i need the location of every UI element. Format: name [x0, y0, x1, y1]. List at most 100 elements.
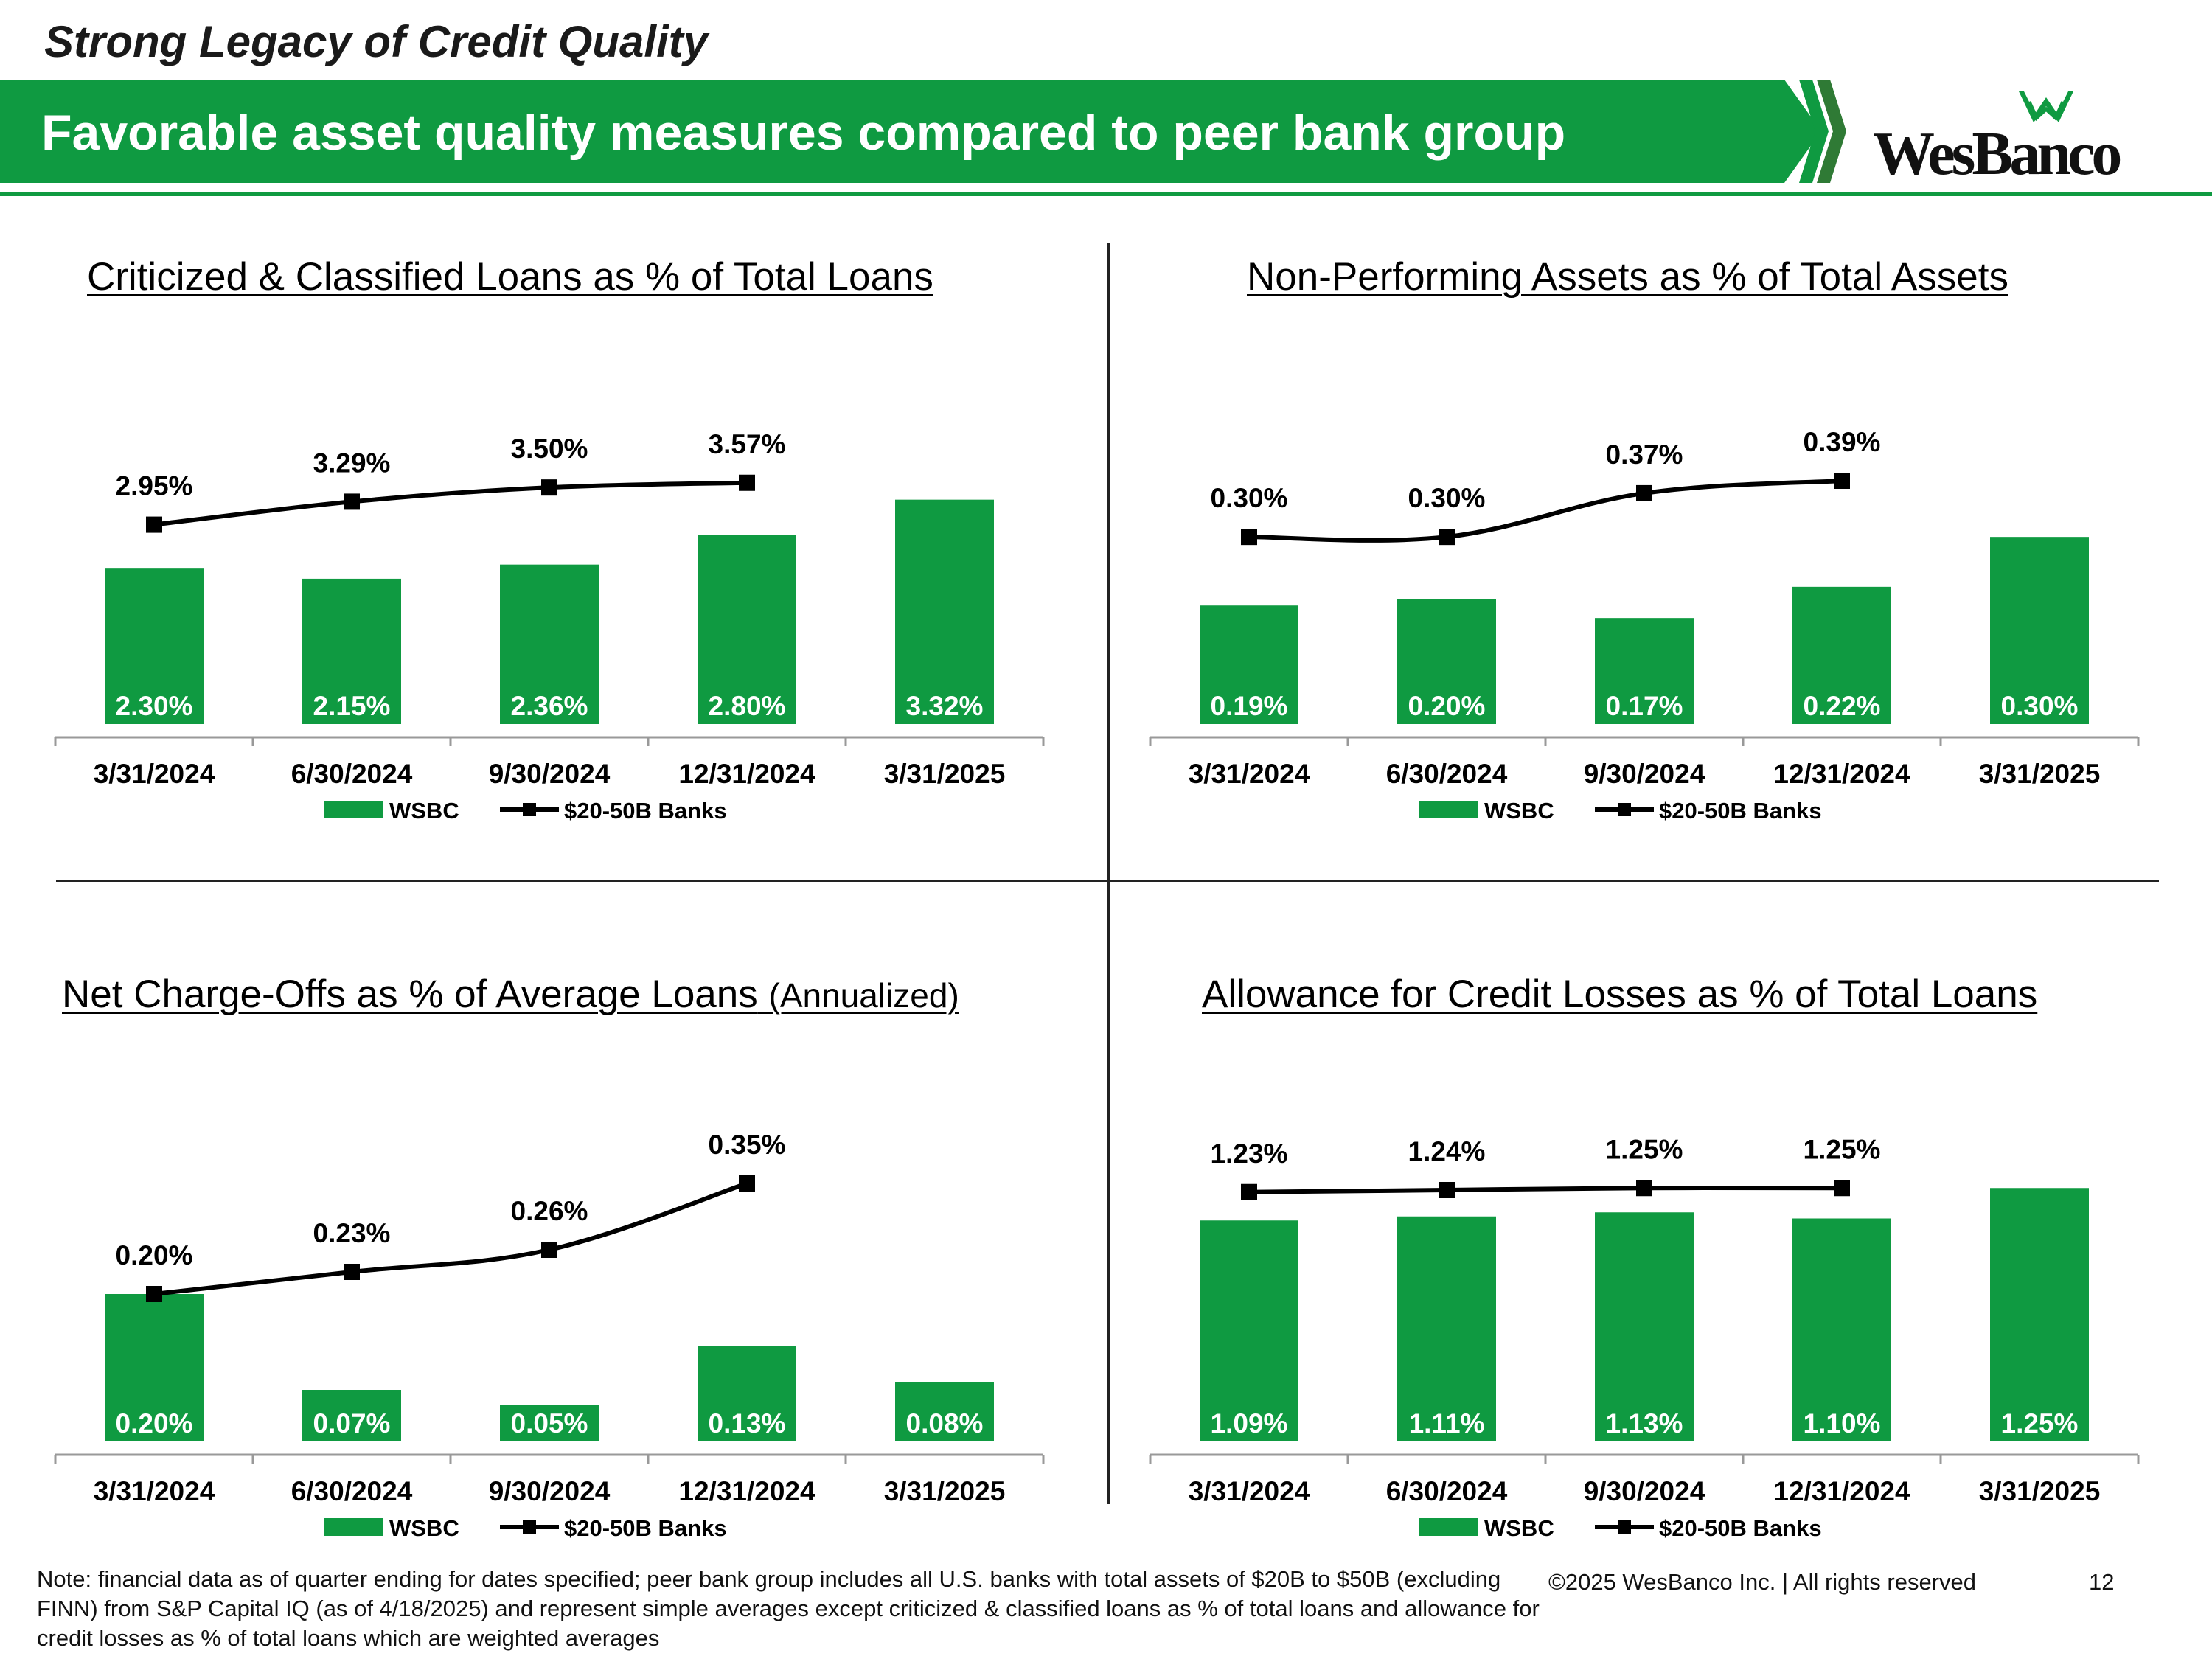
bar-data-label: 0.19%: [1211, 691, 1288, 721]
bar-data-label: 0.08%: [906, 1408, 984, 1439]
line-data-label: 1.24%: [1408, 1136, 1486, 1166]
x-tick-label: 6/30/2024: [1386, 1476, 1508, 1506]
x-tick-label: 12/31/2024: [1773, 1476, 1910, 1506]
line-data-label: 1.25%: [1804, 1134, 1881, 1164]
bar-data-label: 1.13%: [1606, 1408, 1683, 1439]
bar-data-label: 2.36%: [511, 691, 588, 721]
line-marker: [1241, 529, 1257, 546]
legend-label-wsbc: WSBC: [1484, 1515, 1554, 1541]
wesbanco-logo: WesBanco: [1873, 87, 2138, 188]
chart-criticized-svg: 2.30% 2.15% 2.36% 2.80% 3.32% 3/31/2024 6/30/2…: [54, 429, 1045, 824]
bar-wsbc: [895, 1382, 994, 1441]
line-peer-banks: [1248, 1186, 1843, 1194]
bar-data-label: 1.10%: [1804, 1408, 1881, 1439]
chart-title: Non-Performing Assets as % of Total Asse…: [1247, 255, 2008, 299]
slide-subtitle: Strong Legacy of Credit Quality: [44, 17, 709, 66]
chart-title: Allowance for Credit Losses as % of Tota…: [1202, 973, 2038, 1016]
line-marker: [541, 1242, 557, 1258]
legend-marker-peer: [523, 1520, 536, 1534]
line-marker: [1241, 1183, 1257, 1200]
line-marker: [1636, 1180, 1652, 1197]
legend-label-wsbc: WSBC: [389, 1515, 459, 1541]
bar-data-label: 0.17%: [1606, 691, 1683, 721]
line-marker: [541, 479, 557, 496]
bar-wsbc: [698, 1346, 796, 1441]
x-tick-label: 9/30/2024: [489, 759, 611, 789]
bar-data-label: 0.05%: [511, 1408, 588, 1439]
bar-wsbc: [698, 535, 796, 724]
legend-swatch-wsbc: [1419, 801, 1478, 818]
bar-wsbc: [1990, 537, 2089, 724]
chart-nco-svg: 0.20% 0.07% 0.05% 0.13% 0.08% 3/31/2024 6/30/2…: [54, 1130, 1045, 1541]
line-data-label: 0.30%: [1211, 483, 1288, 513]
bar-data-label: 1.11%: [1409, 1408, 1485, 1439]
legend-swatch-wsbc: [1419, 1518, 1478, 1536]
bar-data-label: 0.20%: [116, 1408, 193, 1439]
x-tick-label: 3/31/2024: [94, 759, 215, 789]
legend-label-wsbc: WSBC: [1484, 798, 1554, 824]
x-tick-label: 3/31/2025: [1979, 759, 2101, 789]
line-data-label: 1.25%: [1606, 1134, 1683, 1164]
title-banner: [0, 80, 1821, 183]
line-marker: [1636, 484, 1652, 501]
bar-wsbc: [105, 568, 204, 724]
bar-wsbc: [1595, 1212, 1694, 1441]
chart-panel-criticized: Criticized & Classified Loans as % of To…: [22, 254, 1113, 844]
legend-marker-peer: [523, 803, 536, 816]
line-data-label: 3.57%: [709, 429, 786, 459]
line-data-label: 3.50%: [511, 434, 588, 464]
x-tick-label: 12/31/2024: [1773, 759, 1910, 789]
bar-wsbc: [105, 1294, 204, 1441]
line-marker: [344, 1264, 360, 1280]
x-tick-label: 12/31/2024: [678, 1476, 815, 1506]
bar-wsbc: [500, 1405, 599, 1441]
legend-label-wsbc: WSBC: [389, 798, 459, 824]
logo-wordmark: WesBanco: [1873, 119, 2122, 188]
line-data-label: 0.23%: [313, 1218, 391, 1248]
x-tick-label: 12/31/2024: [678, 759, 815, 789]
bar-data-label: 0.13%: [709, 1408, 786, 1439]
header-rule: [0, 192, 2212, 196]
bar-wsbc: [1397, 1216, 1496, 1441]
bar-wsbc: [1595, 618, 1694, 724]
bar-wsbc: [302, 1390, 401, 1441]
footnote: Note: financial data as of quarter endin…: [37, 1566, 1540, 1651]
line-marker: [739, 1175, 755, 1192]
x-tick-label: 3/31/2025: [884, 759, 1006, 789]
bar-wsbc: [1792, 586, 1891, 724]
x-tick-label: 9/30/2024: [1584, 759, 1705, 789]
slide-title: Favorable asset quality measures compare…: [41, 105, 1566, 161]
chart-title-main: Net Charge-Offs as % of Average Loans: [62, 973, 758, 1016]
line-marker: [1439, 529, 1455, 546]
bar-wsbc: [302, 578, 401, 724]
legend-label-peer: $20-50B Banks: [564, 798, 727, 824]
x-tick-label: 3/31/2025: [1979, 1476, 2101, 1506]
page-number: 12: [2089, 1569, 2115, 1595]
legend-swatch-wsbc: [324, 1518, 383, 1536]
chart-panel-acl: Allowance for Credit Losses as % of Tota…: [1117, 972, 2208, 1562]
x-tick-label: 6/30/2024: [291, 759, 413, 789]
x-tick-label: 3/31/2024: [94, 1476, 215, 1506]
line-marker: [739, 474, 755, 491]
x-tick-label: 6/30/2024: [1386, 759, 1508, 789]
chart-title-suffix: (Annualized): [768, 976, 959, 1015]
bar-wsbc: [1200, 605, 1298, 724]
x-tick-label: 9/30/2024: [1584, 1476, 1705, 1506]
bar-wsbc: [895, 499, 994, 724]
bar-data-label: 0.20%: [1408, 691, 1486, 721]
line-data-label: 0.26%: [511, 1196, 588, 1226]
line-marker: [1834, 1180, 1850, 1197]
x-tick-label: 9/30/2024: [489, 1476, 611, 1506]
bar-data-label: 2.30%: [116, 691, 193, 721]
x-tick-label: 3/31/2024: [1189, 1476, 1310, 1506]
quadrant-divider-horizontal: [56, 880, 2159, 882]
line-data-label: 1.23%: [1211, 1138, 1288, 1169]
bar-wsbc: [500, 564, 599, 724]
chart-panel-npa: Non-Performing Assets as % of Total Asse…: [1117, 254, 2208, 844]
line-data-label: 2.95%: [116, 471, 193, 501]
bar-data-label: 3.32%: [906, 691, 984, 721]
chart-acl-svg: 1.09% 1.11% 1.13% 1.10% 1.25% 3/31/2024 6/30/2…: [1149, 1134, 2140, 1541]
chart-panel-nco: Net Charge-Offs as % of Average Loans (A…: [22, 972, 1113, 1562]
bar-data-label: 2.80%: [709, 691, 786, 721]
line-peer-banks: [153, 480, 748, 527]
